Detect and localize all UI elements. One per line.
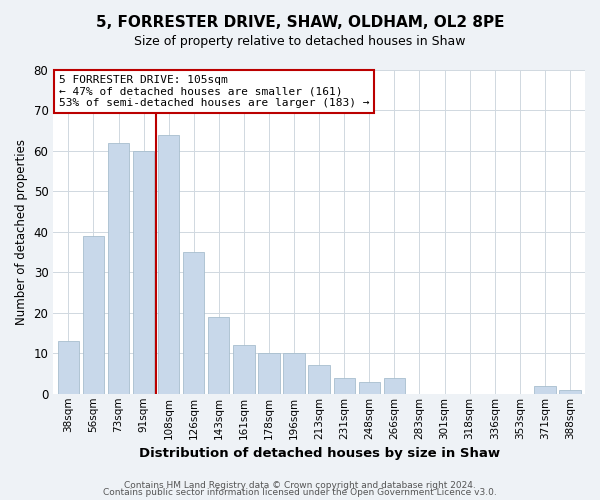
Bar [83,236,104,394]
Bar [183,252,205,394]
Bar [283,354,305,394]
Bar [158,135,179,394]
Text: Contains HM Land Registry data © Crown copyright and database right 2024.: Contains HM Land Registry data © Crown c… [124,480,476,490]
Bar [233,345,254,394]
Text: 5, FORRESTER DRIVE, SHAW, OLDHAM, OL2 8PE: 5, FORRESTER DRIVE, SHAW, OLDHAM, OL2 8P… [96,15,504,30]
Bar [559,390,581,394]
Text: Contains public sector information licensed under the Open Government Licence v3: Contains public sector information licen… [103,488,497,497]
Bar [208,317,229,394]
Bar [58,341,79,394]
Bar [259,354,280,394]
Text: 5 FORRESTER DRIVE: 105sqm
← 47% of detached houses are smaller (161)
53% of semi: 5 FORRESTER DRIVE: 105sqm ← 47% of detac… [59,75,369,108]
Text: Size of property relative to detached houses in Shaw: Size of property relative to detached ho… [134,35,466,48]
Bar [334,378,355,394]
Y-axis label: Number of detached properties: Number of detached properties [15,139,28,325]
Bar [308,366,330,394]
Bar [359,382,380,394]
Bar [108,143,129,394]
Bar [384,378,405,394]
Bar [534,386,556,394]
X-axis label: Distribution of detached houses by size in Shaw: Distribution of detached houses by size … [139,447,500,460]
Bar [133,151,154,394]
